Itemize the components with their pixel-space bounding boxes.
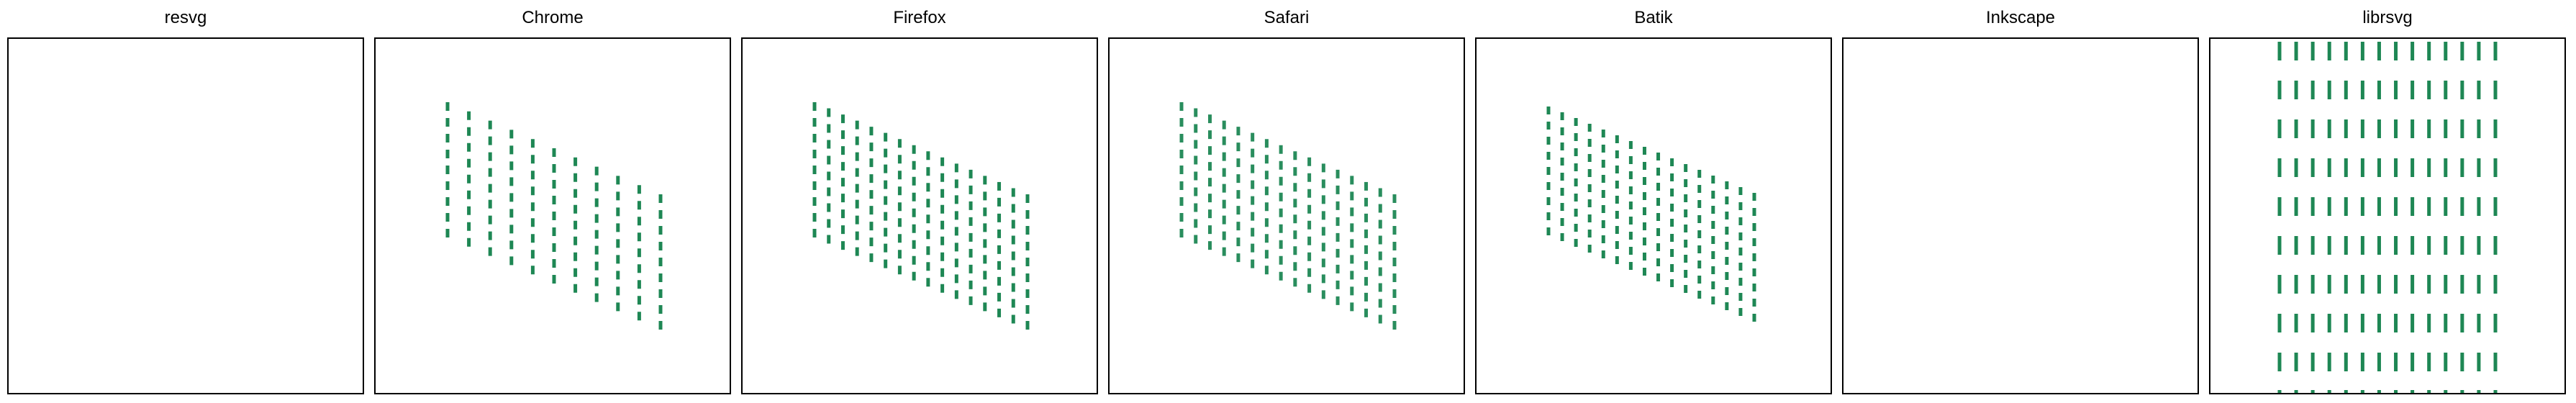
panel-resvg: resvg <box>7 0 364 403</box>
panel-safari: Safari <box>1108 0 1465 403</box>
render-frame-librsvg <box>2209 37 2566 394</box>
render-canvas-chrome <box>445 102 663 334</box>
render-canvas-batik <box>1546 107 1756 325</box>
panel-chrome: Chrome <box>374 0 731 403</box>
render-frame-inkscape <box>1842 37 2199 394</box>
panel-title-chrome: Chrome <box>522 8 584 27</box>
render-frame-chrome <box>374 37 731 394</box>
panel-librsvg: librsvg <box>2209 0 2566 403</box>
render-canvas-inkscape <box>1843 39 2198 393</box>
panel-title-batik: Batik <box>1634 8 1673 27</box>
panel-inkscape: Inkscape <box>1842 0 2199 403</box>
panel-title-safari: Safari <box>1264 8 1310 27</box>
render-frame-firefox <box>741 37 1098 394</box>
panel-title-librsvg: librsvg <box>2362 8 2413 27</box>
panel-title-resvg: resvg <box>164 8 207 27</box>
render-canvas-librsvg <box>2277 42 2498 393</box>
render-frame-safari <box>1108 37 1465 394</box>
render-frame-batik <box>1475 37 1832 394</box>
render-frame-resvg <box>7 37 364 394</box>
render-canvas-safari <box>1179 102 1397 334</box>
panel-title-inkscape: Inkscape <box>1985 8 2056 27</box>
panel-title-firefox: Firefox <box>893 8 946 27</box>
render-canvas-resvg <box>9 39 363 393</box>
panel-firefox: Firefox <box>741 0 1098 403</box>
panel-batik: Batik <box>1475 0 1832 403</box>
render-canvas-firefox <box>812 102 1030 334</box>
